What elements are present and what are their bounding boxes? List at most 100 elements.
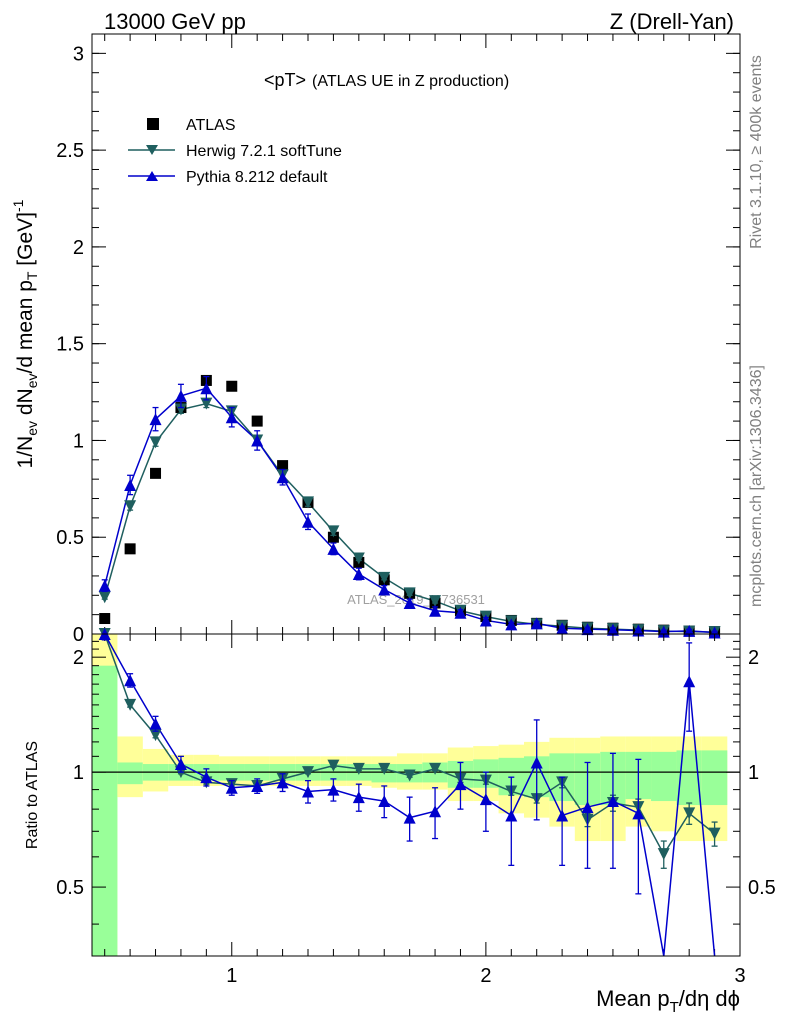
ratio-pythia-point [251, 779, 264, 792]
xtick-label: 1 [226, 965, 237, 987]
ratio-pythia-point [174, 758, 187, 771]
herwig-point [200, 397, 213, 410]
ratio-pythia-point [352, 791, 365, 804]
main-ytick-label: 3 [73, 43, 84, 65]
watermark: ATLAS_2019_I1736531 [347, 592, 485, 607]
uncertainty-band-inner [117, 762, 143, 785]
herwig-point [403, 587, 416, 600]
pythia-point [225, 411, 238, 424]
pythia-point [454, 606, 467, 619]
ratio-pythia-point [632, 807, 645, 820]
pythia-point [505, 618, 518, 631]
ratio-herwig-point [149, 729, 162, 742]
plot-title-main: <pT> [264, 70, 306, 90]
ratio-herwig-point [683, 807, 696, 820]
atlas-point [277, 460, 289, 472]
ratio-ytick-label: 1 [73, 762, 84, 784]
header-left: 13000 GeV pp [104, 9, 246, 34]
ratio-ytick-label-right: 2 [748, 647, 759, 669]
ratio-pythia-point [302, 785, 314, 798]
ratio-pythia-point [505, 809, 518, 822]
pythia-point [479, 614, 492, 627]
pythia-point [98, 579, 111, 592]
pythia-point [606, 623, 619, 636]
main-panel: 0 0.5 1 1.5 2 2.5 3 ATLAS_2019_I1736531 <pT> (A… [56, 33, 741, 646]
rivet-label: Rivet 3.1.10, ≥ 400k events [748, 55, 765, 249]
pythia-point [302, 515, 314, 528]
ratio-pythia-point [149, 717, 162, 730]
ratio-ylabel: Ratio to ATLAS [24, 741, 41, 849]
legend-pythia-label: Pythia 8.212 default [186, 169, 328, 186]
main-ytick-label: 0 [73, 624, 84, 646]
main-ylabel: 1/Nev dNev/d mean pT [GeV]-1 [10, 199, 40, 468]
ratio-pythia-point [606, 795, 619, 808]
herwig-point [327, 525, 340, 538]
main-ytick-label: 1 [73, 430, 84, 452]
ratio-pythia-point [327, 783, 340, 796]
ratio-herwig-point [403, 769, 416, 782]
pythia-point [352, 568, 365, 580]
ratio-herwig-point [657, 848, 670, 861]
pythia-point [124, 478, 137, 491]
uncertainty-band-inner [651, 751, 677, 802]
plot-title-sub: (ATLAS UE in Z production) [312, 73, 509, 90]
pythia-point [149, 413, 162, 426]
legend-herwig-marker [146, 145, 158, 155]
legend-herwig-label: Herwig 7.2.1 softTune [186, 143, 342, 160]
ratio-herwig-point [302, 766, 314, 779]
plot-title: <pT> (ATLAS UE in Z production) [264, 70, 509, 90]
herwig-point [429, 595, 442, 608]
pythia-point [556, 622, 569, 635]
pythia-point [657, 625, 670, 638]
legend-atlas-marker [147, 118, 159, 130]
main-ytick-label: 2.5 [56, 140, 84, 162]
herwig-point [98, 591, 111, 604]
atlas-point [251, 415, 263, 427]
pythia-point [251, 434, 264, 447]
herwig-point [352, 552, 365, 565]
legend-atlas-label: ATLAS [186, 117, 236, 134]
header-right: Z (Drell-Yan) [610, 9, 734, 34]
pythia-point [403, 597, 416, 610]
ratio-frame [91, 633, 741, 957]
ratio-ytick-label: 2 [73, 647, 84, 669]
ratio-panel: 0.5 0.5 1 1 2 2 1 2 3 [56, 628, 776, 987]
ratio-herwig-point [352, 762, 365, 775]
pythia-point [708, 626, 721, 639]
herwig-point [302, 496, 314, 509]
herwig-point [378, 571, 391, 584]
xlabel: Mean pT/dη dϕ [596, 986, 740, 1016]
ratio-herwig-point [429, 762, 442, 775]
ratio-pythia-point [378, 795, 391, 808]
herwig-point [174, 403, 187, 416]
legend: ATLAS Herwig 7.2.1 softTune Pythia 8.212… [128, 117, 342, 186]
pythia-point [200, 382, 213, 395]
pythia-point [276, 471, 289, 484]
pythia-point [378, 583, 391, 596]
uncertainty-band-inner [92, 665, 118, 956]
ratio-ytick-label-right: 0.5 [748, 877, 776, 899]
atlas-point [226, 380, 238, 392]
ratio-pythia-point [581, 801, 594, 814]
pythia-point [174, 389, 187, 402]
pythia-point [327, 542, 340, 555]
ratio-pythia-point [225, 781, 238, 794]
xtick-label: 2 [480, 965, 491, 987]
ratio-pythia-point [530, 756, 543, 769]
xtick-label: 3 [734, 965, 745, 987]
ratio-pythia-point [479, 793, 492, 806]
pythia-point [581, 623, 594, 636]
ratio-pythia-point [200, 771, 213, 784]
legend-pythia-marker [146, 171, 158, 181]
pythia-point [530, 617, 543, 630]
mcplots-label: mcplots.cern.ch [arXiv:1306.3436] [748, 365, 765, 607]
uncertainty-band-inner [701, 750, 728, 806]
ratio-pythia-point [454, 778, 467, 791]
ratio-herwig-point [708, 827, 721, 840]
ratio-pythia-point [124, 674, 137, 687]
ratio-pythia-point [403, 811, 416, 824]
ratio-ytick-label-right: 1 [748, 762, 759, 784]
main-ytick-label: 1.5 [56, 334, 84, 356]
ratio-herwig-point [378, 762, 391, 775]
